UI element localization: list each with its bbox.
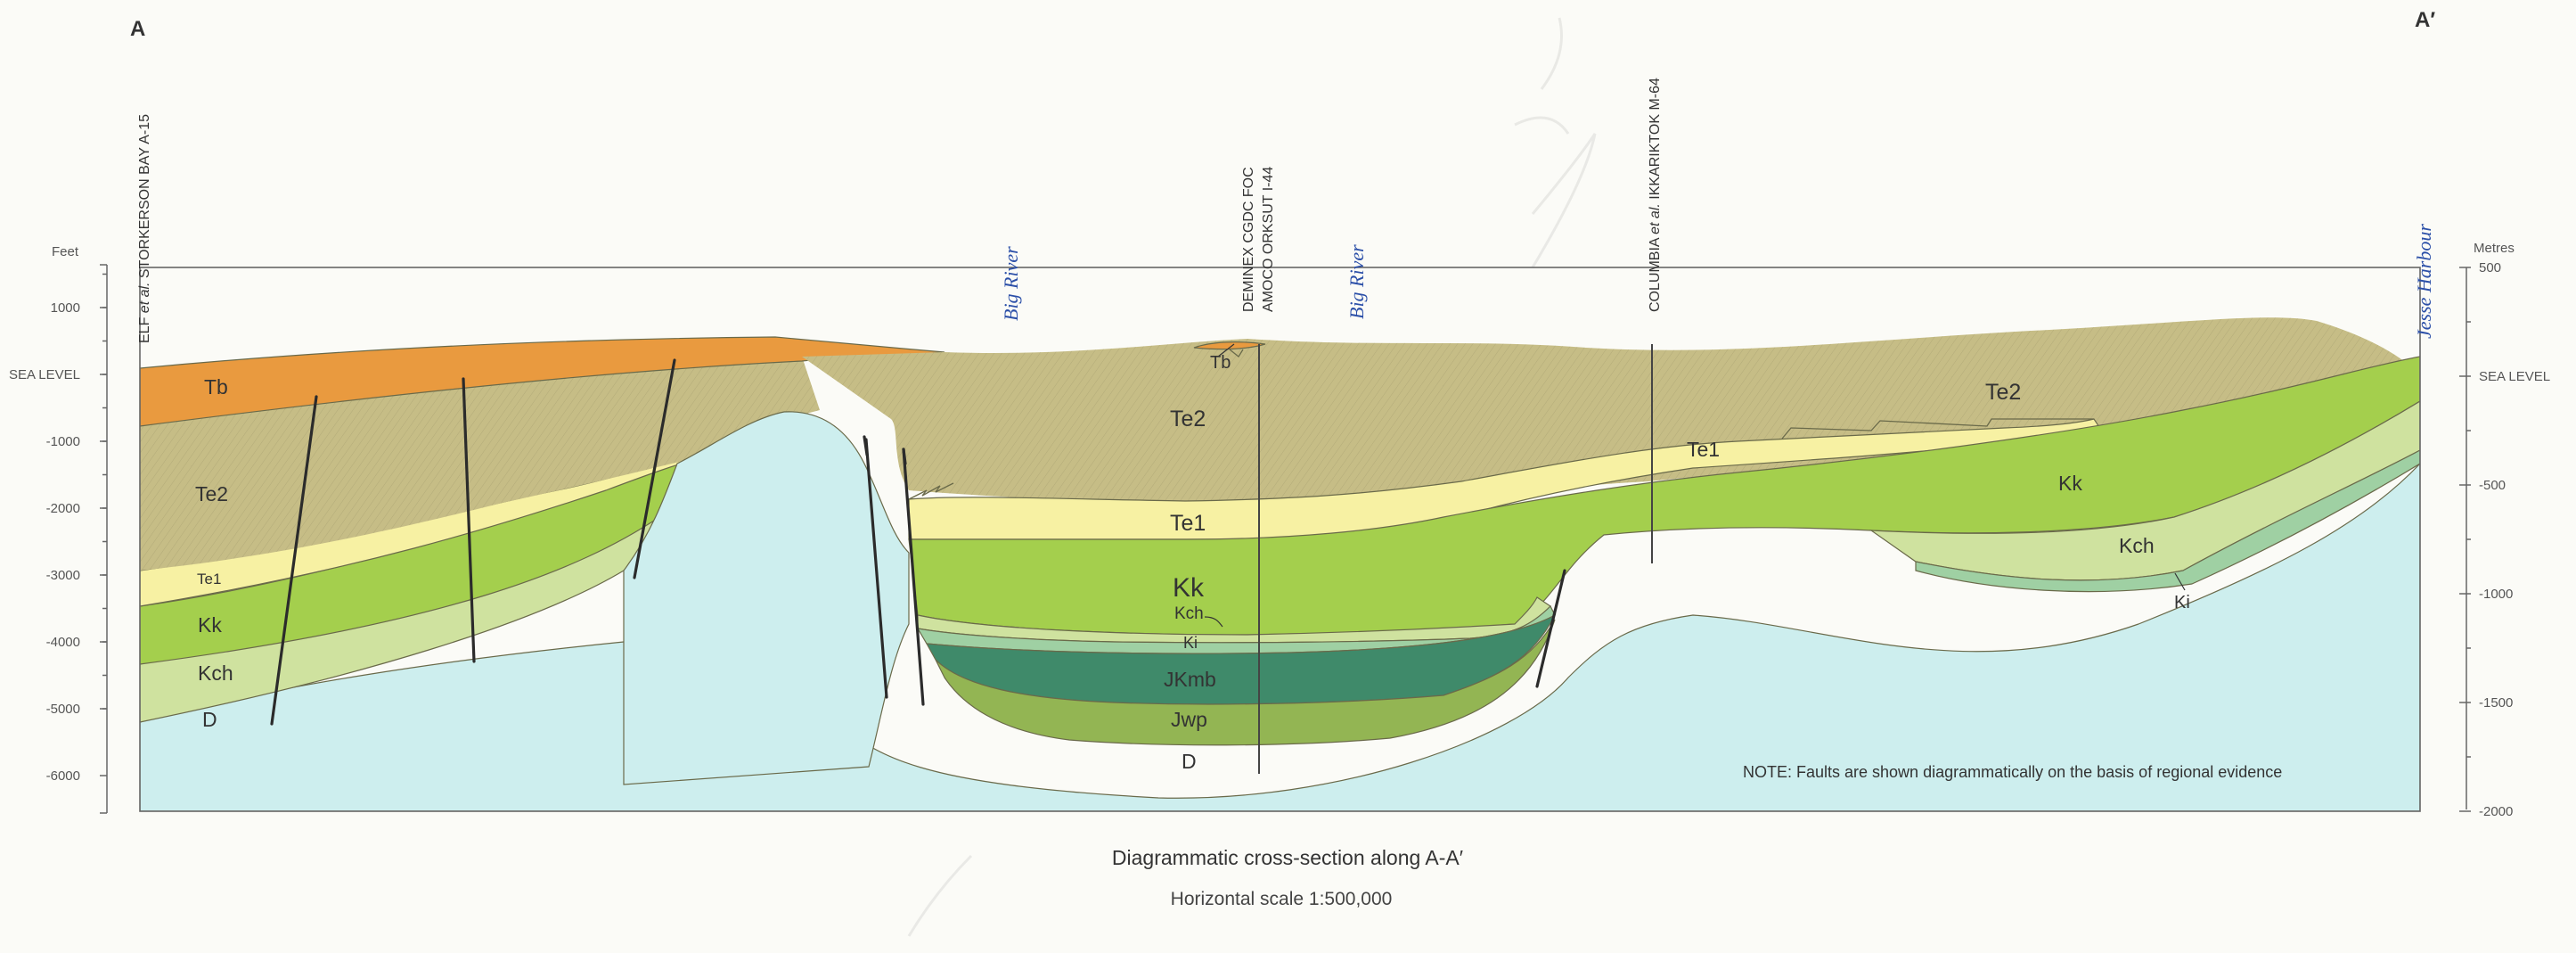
left-axis-tick-label: -4000 <box>46 635 80 650</box>
right-axis-tick-label: -2000 <box>2479 804 2513 819</box>
faults-note: NOTE: Faults are shown diagrammatically … <box>1743 763 2282 781</box>
left-axis-tick-label: -6000 <box>46 768 80 784</box>
unit-ki-center: Ki <box>1183 634 1198 652</box>
unit-kch-center: Kch <box>1174 604 1204 623</box>
basement-dome <box>623 411 910 785</box>
well-label-deminex: DEMINEX CGDC FOC <box>1241 167 1256 312</box>
river-label-big-river-2: Big River <box>1345 244 1368 319</box>
unit-ki-east: Ki <box>2174 593 2190 612</box>
leader-lines <box>1204 343 2186 628</box>
layer-jwp <box>935 619 1556 746</box>
right-depth-axis: Metres 500 SEA LEVEL -500 -1000 -1500 -2000 <box>2459 241 2550 819</box>
left-axis-tick-label: -2000 <box>46 501 80 516</box>
unit-d-west: D <box>202 708 217 731</box>
unit-te2-center: Te2 <box>1170 407 1206 431</box>
left-axis-tick-label: -5000 <box>46 702 80 717</box>
unit-tb-center: Tb <box>1210 353 1231 373</box>
left-axis-tick-label: -3000 <box>46 568 80 583</box>
horizontal-scale: Horizontal scale 1:500,000 <box>1171 889 1393 909</box>
right-axis-tick-label: SEA LEVEL <box>2479 369 2550 384</box>
unit-kk-east: Kk <box>2058 472 2082 495</box>
well-label-ikkariktok: COLUMBIA et al. IKKARIKTOK M-64 <box>1648 78 1663 312</box>
unit-te2-west: Te2 <box>195 482 228 505</box>
well-label-amoco: AMOCO ORKSUT I-44 <box>1261 167 1276 312</box>
unit-kk-west: Kk <box>198 613 222 637</box>
unit-te1-center: Te1 <box>1170 511 1206 536</box>
right-axis-tick-label: -1000 <box>2479 587 2513 602</box>
unit-labels: Tb Tb Te2 Te2 Te2 Te1 Te1 Te1 Kk Kk Kk K… <box>195 353 2190 773</box>
watermark-strokes <box>907 17 1597 937</box>
unit-kch-east: Kch <box>2119 534 2155 557</box>
left-depth-axis: Feet 1000 SEA LEVEL -1000 -2000 -3000 -4000 -5… <box>9 244 108 814</box>
right-axis-tick-label: 500 <box>2479 260 2501 275</box>
faults <box>270 358 1566 726</box>
unit-te1-east: Te1 <box>1687 438 1720 461</box>
river-label-big-river-1: Big River <box>1000 246 1022 321</box>
unit-kch-west: Kch <box>198 661 233 685</box>
right-axis-unit: Metres <box>2474 241 2515 256</box>
well-label-storkerson: ELF et al. STORKERSON BAY A-15 <box>137 114 152 343</box>
unit-jwp: Jwp <box>1171 708 1207 731</box>
unit-te2-east: Te2 <box>1985 380 2021 405</box>
strata <box>140 317 2420 811</box>
right-axis-tick-label: -1500 <box>2479 695 2513 711</box>
river-label-jesse-harbour: Jesse Harbour <box>2413 224 2435 339</box>
unit-te1-west: Te1 <box>197 571 221 587</box>
corner-label-a-prime: A′ <box>2415 8 2435 32</box>
unit-kk-center: Kk <box>1173 573 1205 603</box>
section-frame <box>139 267 2421 812</box>
layer-tb-center <box>1193 341 1266 350</box>
corner-label-a: A <box>130 17 145 41</box>
right-axis-tick-label: -500 <box>2479 478 2506 493</box>
unit-d-center: D <box>1182 750 1197 773</box>
interfingering-edges <box>908 349 2094 500</box>
unit-jkmb: JKmb <box>1164 668 1216 691</box>
left-axis-unit: Feet <box>52 244 79 259</box>
section-title: Diagrammatic cross-section along A-A′ <box>1112 846 1463 869</box>
left-axis-tick-label: SEA LEVEL <box>9 367 80 382</box>
unit-tb-west: Tb <box>204 375 228 398</box>
left-axis-tick-label: -1000 <box>46 434 80 449</box>
left-axis-tick-label: 1000 <box>51 300 80 316</box>
